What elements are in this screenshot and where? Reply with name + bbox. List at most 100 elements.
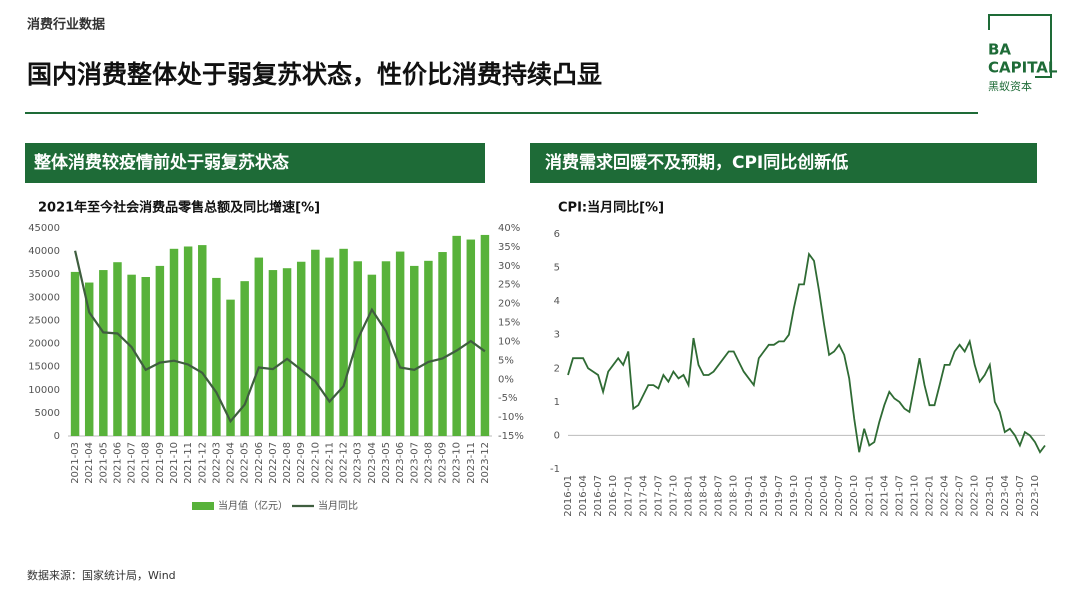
- y2-tick-label: 0%: [498, 374, 514, 385]
- logo-text: 黑蚁资本: [988, 79, 1032, 93]
- y2-tick-label: -15%: [498, 431, 524, 442]
- bar: [141, 276, 150, 436]
- y-tick-label: 30000: [28, 292, 60, 303]
- y2-tick-label: 15%: [498, 318, 520, 329]
- x-tick-label: 2021-01: [864, 475, 875, 517]
- x-tick-label: 2023-03: [353, 442, 364, 484]
- x-tick-label: 2018-01: [684, 475, 695, 517]
- bar: [127, 274, 136, 436]
- bar: [254, 257, 264, 436]
- x-tick-label: 2018-07: [714, 475, 725, 517]
- x-tick-label: 2023-11: [466, 442, 477, 484]
- x-tick-label: 2022-03: [211, 442, 222, 484]
- x-tick-label: 2020-01: [804, 475, 815, 517]
- x-tick-label: 2022-08: [282, 442, 293, 484]
- x-tick-label: 2022-04: [226, 442, 237, 484]
- x-tick-label: 2021-05: [98, 442, 109, 484]
- x-tick-label: 2019-07: [774, 475, 785, 517]
- bar: [438, 252, 447, 436]
- x-tick-label: 2020-04: [819, 475, 830, 517]
- x-tick-label: 2021-10: [169, 442, 180, 484]
- y2-tick-label: -5%: [498, 393, 517, 404]
- x-tick-label: 2017-04: [638, 475, 649, 517]
- x-tick-label: 2023-07: [409, 442, 420, 484]
- bar: [268, 270, 278, 436]
- x-tick-label: 2022-09: [296, 442, 307, 484]
- line: [74, 250, 486, 424]
- x-tick-label: 2021-04: [84, 442, 95, 484]
- bar: [353, 261, 362, 436]
- x-tick-label: 2016-01: [563, 475, 574, 517]
- chart-title: CPI:当月同比[%]: [558, 200, 664, 216]
- x-tick-label: 2023-09: [438, 442, 449, 484]
- chart-title: 2021年至今社会消费品零售总额及同比增速[%]: [38, 200, 320, 216]
- x-tick-label: 2022-04: [940, 475, 951, 517]
- x-tick-label: 2021-03: [70, 442, 81, 484]
- y2-tick-label: 35%: [498, 242, 520, 253]
- x-tick-label: 2017-01: [623, 475, 634, 517]
- x-tick-label: 2016-10: [608, 475, 619, 517]
- line: [567, 251, 1046, 454]
- x-tick-label: 2017-07: [653, 475, 664, 517]
- y-tick-label: 3: [554, 330, 560, 341]
- x-tick-label: 2023-08: [423, 442, 434, 484]
- x-tick-label: 2023-06: [395, 442, 406, 484]
- panel-title: 整体消费较疫情前处于弱复苏状态: [34, 152, 289, 173]
- x-tick-label: 2021-04: [879, 475, 890, 517]
- x-tick-label: 2021-07: [127, 442, 138, 484]
- x-tick-label: 2023-07: [1015, 475, 1026, 517]
- y-tick-label: 25000: [28, 315, 60, 326]
- bar: [169, 248, 179, 436]
- y-tick-label: 5: [554, 263, 560, 274]
- logo-text: BA: [988, 41, 1011, 59]
- x-tick-label: 2021-09: [155, 442, 166, 484]
- bar: [424, 260, 433, 436]
- bar: [113, 262, 122, 436]
- bar: [325, 257, 334, 436]
- panel-header: [25, 143, 485, 183]
- x-tick-label: 2021-06: [112, 442, 123, 484]
- y2-tick-label: 25%: [498, 280, 520, 291]
- x-tick-label: 2023-04: [367, 442, 378, 484]
- x-tick-label: 2020-10: [849, 475, 860, 517]
- x-tick-label: 2019-04: [759, 475, 770, 517]
- bar: [367, 274, 377, 436]
- x-tick-label: 2021-07: [894, 475, 905, 517]
- bar: [339, 248, 348, 436]
- y-tick-label: 10000: [28, 385, 60, 396]
- y-tick-label: 40000: [28, 246, 60, 257]
- x-tick-label: 2023-10: [452, 442, 463, 484]
- x-tick-label: 2022-07: [268, 442, 279, 484]
- x-tick-label: 2020-07: [834, 475, 845, 517]
- legend-label: 当月同比: [318, 499, 358, 512]
- x-tick-label: 2023-10: [1030, 475, 1041, 517]
- x-tick-label: 2021-11: [183, 442, 194, 484]
- y-tick-label: 35000: [28, 269, 60, 280]
- bar: [155, 265, 165, 436]
- logo-text: CAPITAL: [988, 59, 1058, 77]
- x-tick-label: 2021-12: [197, 442, 208, 484]
- x-tick-label: 2019-10: [789, 475, 800, 517]
- x-tick-label: 2018-04: [699, 475, 710, 517]
- y-tick-label: 2: [554, 363, 560, 374]
- y-tick-label: 4: [554, 296, 560, 307]
- bar: [296, 261, 306, 436]
- x-tick-label: 2022-07: [955, 475, 966, 517]
- y-tick-label: 1: [554, 397, 560, 408]
- y-tick-label: 0: [54, 431, 60, 442]
- y2-tick-label: 20%: [498, 299, 520, 310]
- bar: [240, 281, 249, 436]
- bar: [282, 268, 292, 436]
- header: 消费行业数据: [27, 17, 105, 33]
- x-tick-label: 2022-05: [240, 442, 251, 484]
- logo-mask: [985, 30, 1035, 78]
- bar: [70, 271, 80, 436]
- x-tick-label: 2021-08: [141, 442, 152, 484]
- y-tick-label: 5000: [35, 408, 60, 419]
- y2-tick-label: 30%: [498, 261, 520, 272]
- x-tick-label: 2022-10: [970, 475, 981, 517]
- y2-tick-label: 40%: [498, 223, 520, 234]
- bar: [212, 277, 221, 436]
- x-tick-label: 2019-01: [744, 475, 755, 517]
- y-tick-label: 6: [554, 229, 560, 240]
